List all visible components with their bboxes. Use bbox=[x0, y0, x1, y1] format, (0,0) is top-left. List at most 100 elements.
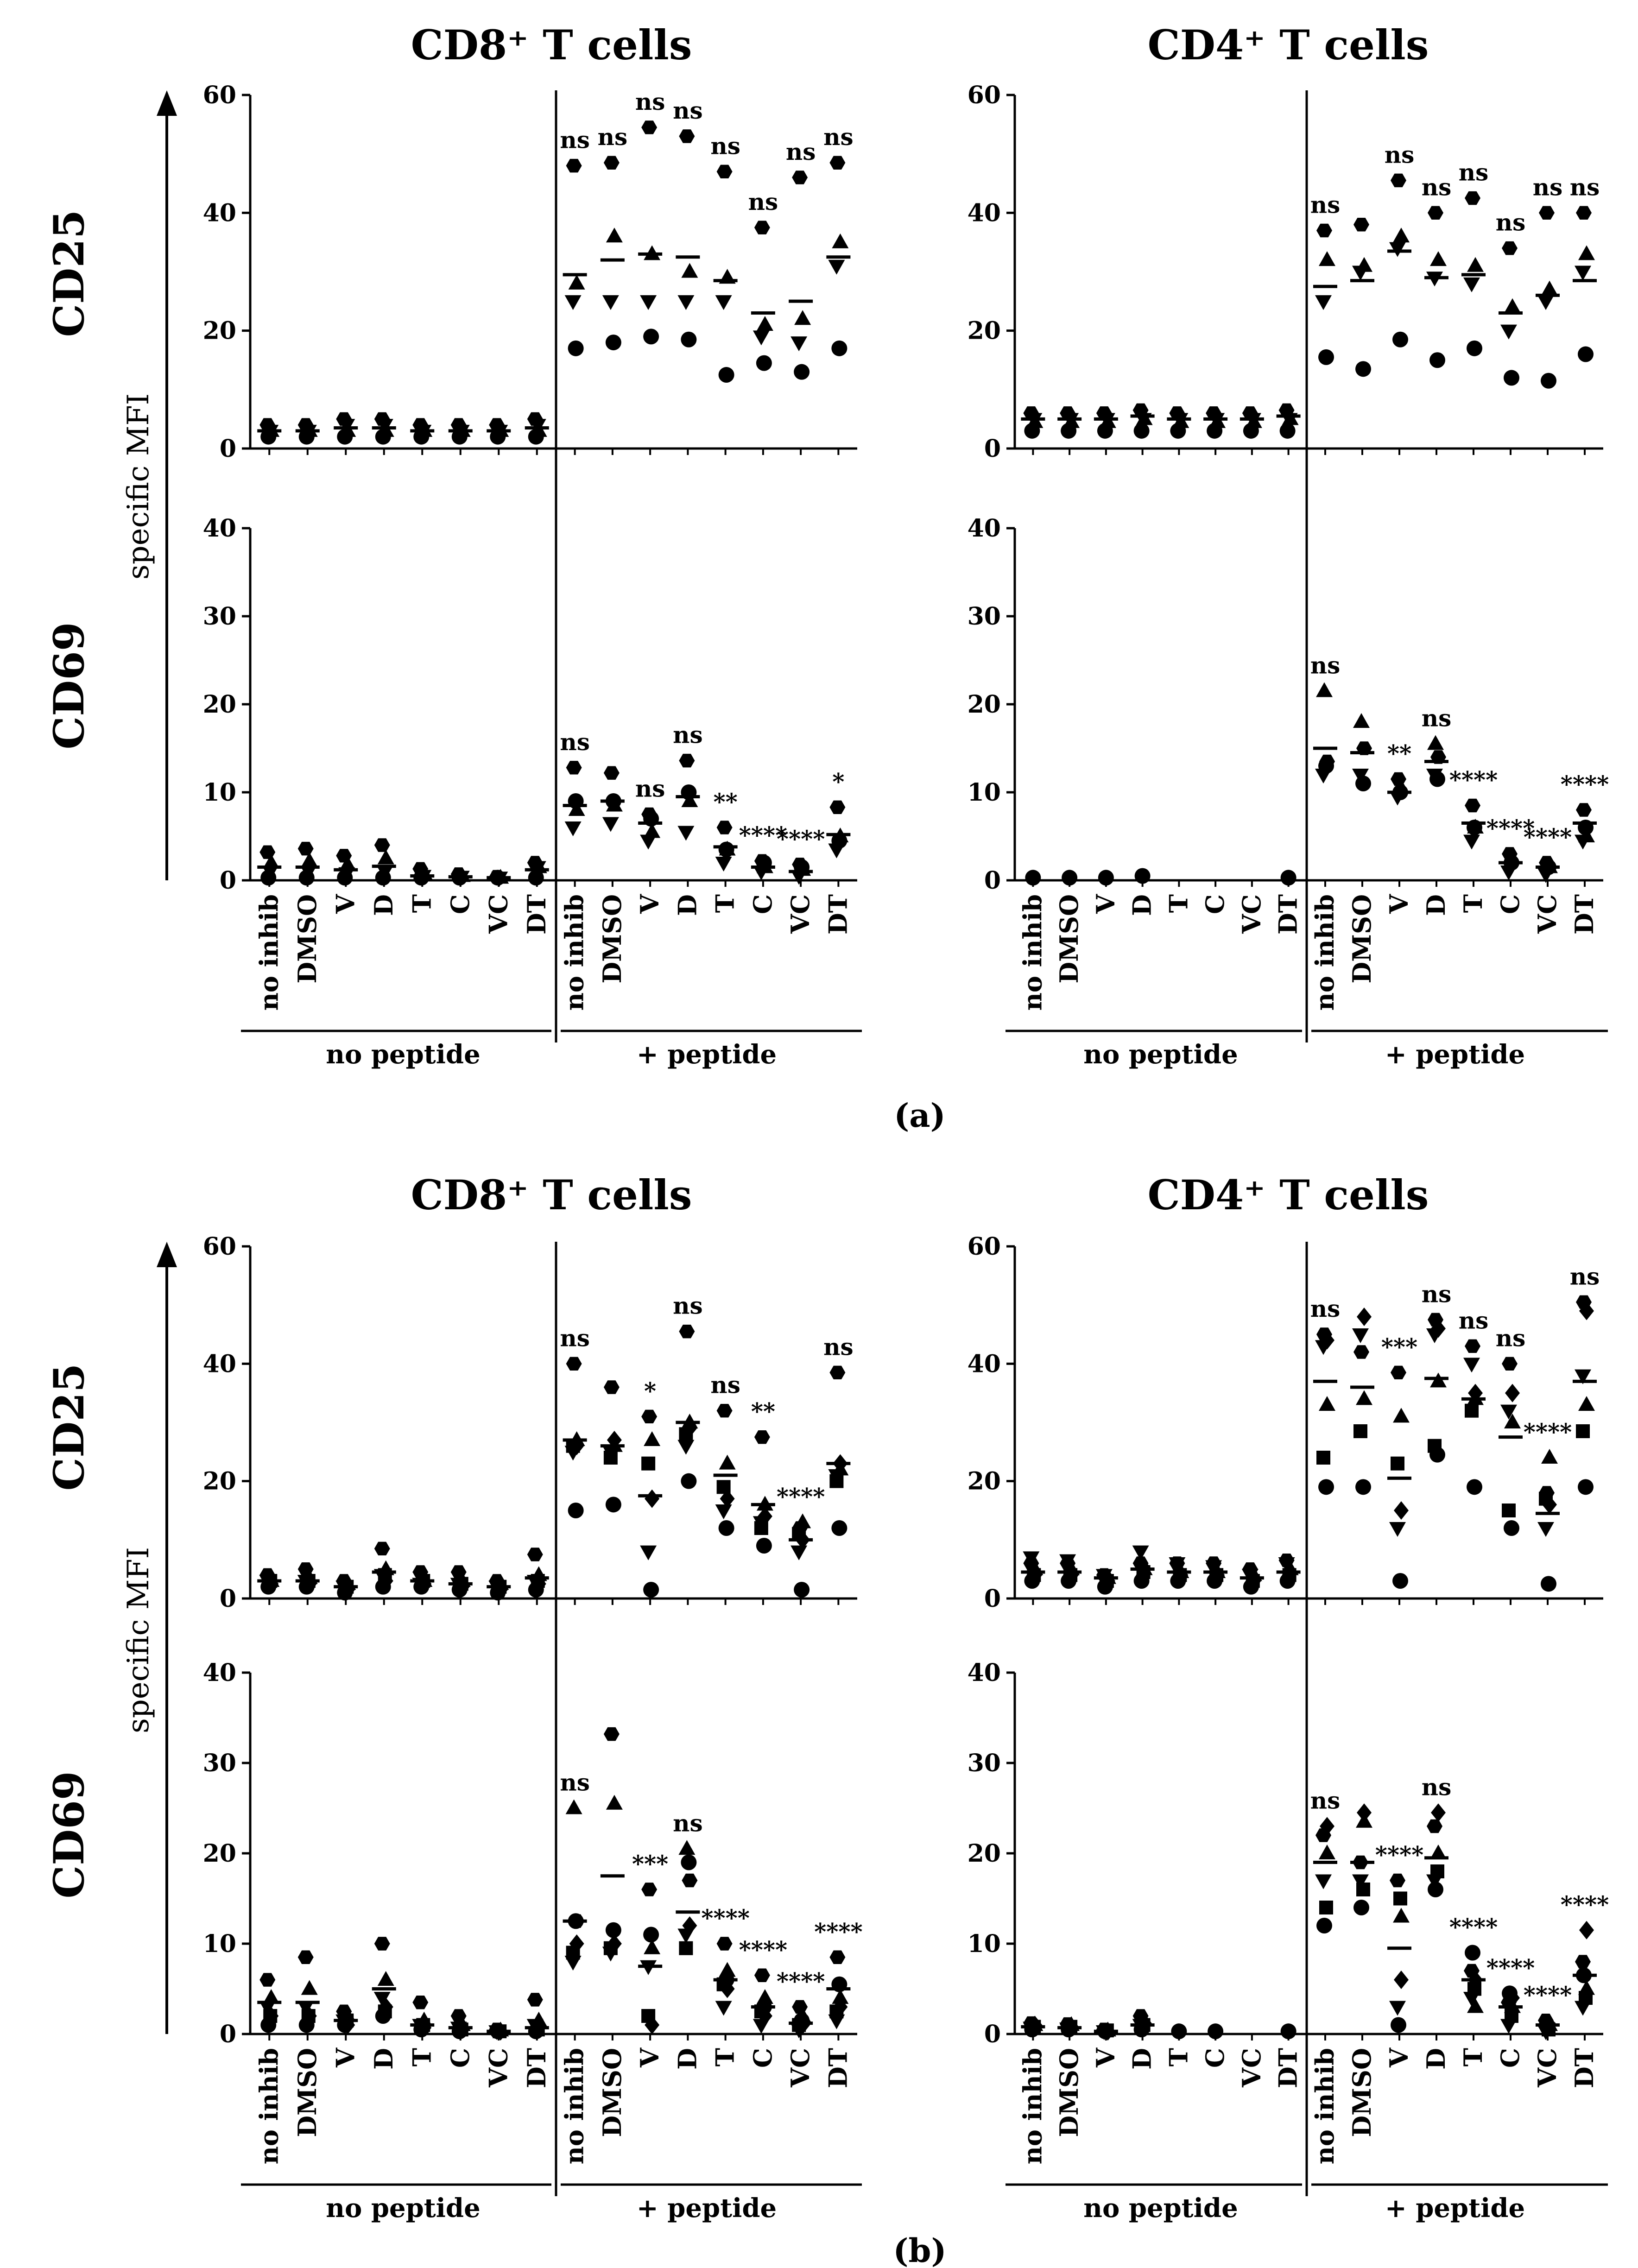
peptide-point bbox=[1394, 1971, 1409, 1989]
panel-b-label: (b) bbox=[893, 2231, 946, 2268]
peptide-point bbox=[1575, 265, 1591, 281]
peptide-point bbox=[606, 227, 623, 243]
peptide-point bbox=[1541, 280, 1558, 296]
x-category-label: DT bbox=[823, 2048, 853, 2088]
no-peptide-point bbox=[527, 1993, 543, 2007]
peptide-point bbox=[719, 1962, 736, 1977]
significance-label: **** bbox=[1449, 1914, 1498, 1941]
y-tick-label: 20 bbox=[203, 317, 236, 345]
no-peptide-point bbox=[1137, 2014, 1152, 2033]
significance-label: **** bbox=[1449, 766, 1498, 794]
no-peptide-point bbox=[1133, 423, 1150, 439]
significance-label: ns bbox=[1310, 191, 1341, 218]
peptide-point bbox=[1430, 251, 1447, 266]
x-category-label: DMSO bbox=[1054, 894, 1084, 984]
peptide-point bbox=[602, 817, 619, 832]
peptide-point bbox=[1465, 1945, 1480, 1961]
peptide-point bbox=[640, 1545, 657, 1560]
peptide-point bbox=[1428, 1439, 1442, 1453]
no-peptide-point bbox=[374, 838, 390, 852]
significance-label: ** bbox=[713, 788, 737, 815]
significance-label: **** bbox=[1524, 823, 1572, 851]
x-category-label: V bbox=[1091, 894, 1120, 914]
peptide-point bbox=[568, 274, 585, 290]
peptide-point bbox=[568, 801, 585, 816]
peptide-point bbox=[1500, 2019, 1517, 2034]
group-label-no-peptide: no peptide bbox=[1083, 1039, 1238, 1070]
peptide-point bbox=[1467, 1998, 1484, 2013]
x-category-label: C bbox=[748, 2048, 778, 2068]
peptide-point bbox=[641, 1456, 656, 1471]
peptide-point bbox=[1463, 834, 1480, 850]
peptide-point bbox=[756, 316, 773, 331]
x-category-label: VC bbox=[785, 2048, 815, 2088]
peptide-point bbox=[644, 1939, 661, 1954]
x-category-label: T bbox=[407, 894, 436, 913]
peptide-point bbox=[757, 2007, 772, 2025]
x-category-label: DMSO bbox=[597, 2048, 627, 2137]
y-tick-label: 0 bbox=[220, 866, 236, 895]
x-category-label: C bbox=[445, 2048, 475, 2068]
y-tick-label: 20 bbox=[203, 1839, 236, 1868]
peptide-point bbox=[1393, 1408, 1410, 1423]
peptide-point bbox=[794, 364, 810, 380]
x-category-label: D bbox=[1127, 894, 1157, 916]
x-category-label: C bbox=[1200, 894, 1230, 914]
y-tick-label: 0 bbox=[984, 435, 1001, 463]
significance-label: **** bbox=[777, 1483, 825, 1510]
x-category-label: no inhib bbox=[254, 894, 284, 1011]
significance-label: ns bbox=[1570, 173, 1600, 201]
y-tick-label: 20 bbox=[968, 1839, 1001, 1868]
significance-label: ns bbox=[635, 88, 665, 115]
no-peptide-point bbox=[493, 1580, 508, 1599]
peptide-point bbox=[678, 1840, 696, 1855]
significance-label: ns bbox=[823, 1333, 854, 1360]
x-category-label: no inhib bbox=[1310, 2048, 1340, 2164]
x-category-label: VC bbox=[1532, 2048, 1562, 2088]
significance-label: ns bbox=[748, 188, 778, 215]
peptide-point bbox=[828, 259, 845, 275]
significance-label: ns bbox=[710, 1371, 740, 1399]
peptide-point bbox=[1353, 1900, 1369, 1915]
peptide-point bbox=[1576, 1424, 1590, 1438]
peptide-point bbox=[1467, 257, 1484, 272]
x-category-label: V bbox=[1091, 2047, 1120, 2068]
peptide-point bbox=[1541, 373, 1556, 389]
peptide-point bbox=[1356, 1390, 1372, 1405]
peptide-point bbox=[720, 1979, 735, 1998]
peptide-point bbox=[828, 1469, 845, 1484]
y-tick-label: 30 bbox=[968, 1749, 1001, 1777]
significance-label: ns bbox=[1422, 173, 1452, 201]
no-peptide-point bbox=[1100, 1572, 1115, 1590]
no-peptide-point bbox=[417, 1574, 432, 1593]
peptide-point bbox=[716, 1403, 733, 1418]
no-peptide-point bbox=[1023, 1551, 1040, 1567]
x-category-label: no inhib bbox=[560, 894, 589, 1011]
peptide-point bbox=[1463, 1358, 1480, 1373]
significance-label: ns bbox=[560, 728, 590, 756]
y-tick-label: 40 bbox=[968, 199, 1001, 227]
peptide-point bbox=[1465, 1339, 1480, 1353]
peptide-point bbox=[677, 1440, 695, 1455]
y-tick-label: 40 bbox=[968, 514, 1001, 543]
panel-b-axis-arrow-head bbox=[157, 1242, 177, 1267]
peptide-point bbox=[1316, 682, 1333, 697]
no-peptide-point bbox=[1208, 2023, 1224, 2040]
peptide-point bbox=[1504, 1520, 1519, 1536]
no-peptide-point bbox=[527, 1548, 543, 1561]
peptide-point bbox=[1353, 713, 1370, 728]
no-peptide-point bbox=[301, 1980, 318, 1995]
significance-label: **** bbox=[777, 1968, 825, 1995]
peptide-point bbox=[1465, 191, 1480, 205]
peptide-point bbox=[1393, 227, 1410, 243]
x-category-label: T bbox=[1164, 894, 1193, 913]
peptide-point bbox=[603, 766, 620, 780]
peptide-point bbox=[1316, 1918, 1332, 1933]
peptide-point bbox=[641, 120, 658, 134]
peptide-point bbox=[1394, 1501, 1409, 1520]
peptide-point bbox=[1391, 1456, 1404, 1471]
x-category-label: DMSO bbox=[292, 894, 322, 984]
